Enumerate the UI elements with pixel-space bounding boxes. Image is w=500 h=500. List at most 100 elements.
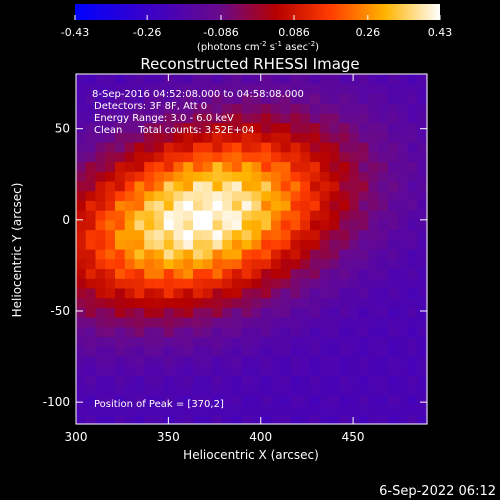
heatmap-cell bbox=[212, 229, 223, 240]
heatmap-cell bbox=[105, 190, 116, 201]
heatmap-cell bbox=[222, 375, 233, 386]
heatmap-cell bbox=[358, 346, 370, 357]
heatmap-cell bbox=[407, 219, 418, 231]
heatmap-cell bbox=[105, 365, 116, 376]
heatmap-cell bbox=[202, 239, 214, 250]
heatmap-cell bbox=[76, 74, 87, 85]
heatmap-cell bbox=[124, 326, 136, 338]
heatmap-cell bbox=[134, 122, 145, 133]
heatmap-cell bbox=[105, 210, 116, 221]
heatmap-cell bbox=[310, 385, 321, 396]
heatmap-cell bbox=[251, 93, 262, 104]
heatmap-cell bbox=[271, 326, 282, 338]
heatmap-cell bbox=[222, 326, 233, 338]
heatmap-cell bbox=[271, 93, 282, 104]
heatmap-cell bbox=[144, 151, 155, 163]
heatmap-cell bbox=[349, 365, 360, 376]
heatmap-cell bbox=[271, 355, 282, 367]
heatmap-cell bbox=[251, 171, 262, 182]
heatmap-cell bbox=[261, 200, 272, 211]
heatmap-cell bbox=[232, 278, 243, 289]
heatmap-cell bbox=[261, 112, 272, 124]
heatmap-cell bbox=[417, 112, 428, 124]
heatmap-cell bbox=[232, 200, 243, 211]
heatmap-cell bbox=[183, 161, 194, 172]
heatmap-cell bbox=[193, 414, 204, 425]
heatmap-cell bbox=[358, 317, 370, 328]
heatmap-cell bbox=[193, 103, 204, 114]
heatmap-cell bbox=[280, 355, 292, 367]
heatmap-cell bbox=[280, 132, 292, 143]
heatmap-cell bbox=[183, 287, 194, 299]
heatmap-cell bbox=[319, 307, 331, 318]
heatmap-cell bbox=[193, 336, 204, 347]
heatmap-cell bbox=[95, 171, 106, 182]
heatmap-cell bbox=[349, 258, 360, 270]
heatmap-cell bbox=[280, 385, 292, 396]
heatmap-cell bbox=[202, 210, 214, 221]
heatmap-cell bbox=[310, 414, 321, 425]
heatmap-cell bbox=[368, 210, 379, 221]
heatmap-cell bbox=[144, 355, 155, 367]
heatmap-cell bbox=[300, 375, 311, 386]
heatmap-cell bbox=[95, 112, 106, 124]
heatmap-cell bbox=[261, 278, 272, 289]
heatmap-cell bbox=[241, 93, 253, 104]
heatmap-cell bbox=[222, 83, 233, 95]
heatmap-cell bbox=[115, 200, 126, 211]
heatmap-cell bbox=[417, 375, 428, 386]
heatmap-cell bbox=[105, 307, 116, 318]
heatmap-cell bbox=[115, 74, 126, 85]
heatmap-cell bbox=[212, 317, 223, 328]
heatmap-cell bbox=[300, 190, 311, 201]
heatmap-cell bbox=[368, 249, 379, 260]
heatmap-cell bbox=[85, 385, 97, 396]
heatmap-cell bbox=[358, 210, 370, 221]
heatmap-cell bbox=[368, 190, 379, 201]
heatmap-cell bbox=[144, 249, 155, 260]
heatmap-cell bbox=[222, 151, 233, 163]
heatmap-cell bbox=[212, 258, 223, 270]
heatmap-cell bbox=[349, 375, 360, 386]
heatmap-cell bbox=[212, 326, 223, 338]
heatmap-cell bbox=[319, 317, 331, 328]
heatmap-cell bbox=[329, 229, 340, 240]
heatmap-cell bbox=[261, 83, 272, 95]
heatmap-cell bbox=[183, 249, 194, 260]
heatmap-cell bbox=[241, 122, 253, 133]
heatmap-cell bbox=[85, 297, 97, 308]
heatmap-cell bbox=[134, 219, 145, 231]
heatmap-cell bbox=[212, 132, 223, 143]
heatmap-cell bbox=[241, 210, 253, 221]
heatmap-cell bbox=[134, 355, 145, 367]
heatmap-cell bbox=[417, 151, 428, 163]
heatmap-cell bbox=[193, 93, 204, 104]
heatmap-cell bbox=[76, 239, 87, 250]
heatmap-cell bbox=[388, 171, 399, 182]
heatmap-cell bbox=[271, 385, 282, 396]
heatmap-cell bbox=[310, 219, 321, 231]
heatmap-cell bbox=[407, 268, 418, 279]
heatmap-cell bbox=[183, 93, 194, 104]
heatmap-cell bbox=[349, 317, 360, 328]
heatmap-cell bbox=[349, 355, 360, 367]
heatmap-cell bbox=[85, 365, 97, 376]
heatmap-cell bbox=[388, 404, 399, 415]
heatmap-cell bbox=[85, 317, 97, 328]
heatmap-cell bbox=[339, 258, 350, 270]
heatmap-cell bbox=[300, 132, 311, 143]
heatmap-cell bbox=[397, 180, 409, 192]
heatmap-cell bbox=[417, 161, 428, 172]
heatmap-cell bbox=[368, 171, 379, 182]
heatmap-cell bbox=[271, 268, 282, 279]
heatmap-cell bbox=[329, 112, 340, 124]
heatmap-cell bbox=[212, 151, 223, 163]
heatmap-cell bbox=[417, 258, 428, 270]
heatmap-cell bbox=[300, 287, 311, 299]
heatmap-cell bbox=[280, 142, 292, 153]
heatmap-cell bbox=[202, 336, 214, 347]
heatmap-cell bbox=[105, 414, 116, 425]
heatmap-cell bbox=[417, 239, 428, 250]
heatmap-cell bbox=[417, 132, 428, 143]
heatmap-cell bbox=[300, 103, 311, 114]
